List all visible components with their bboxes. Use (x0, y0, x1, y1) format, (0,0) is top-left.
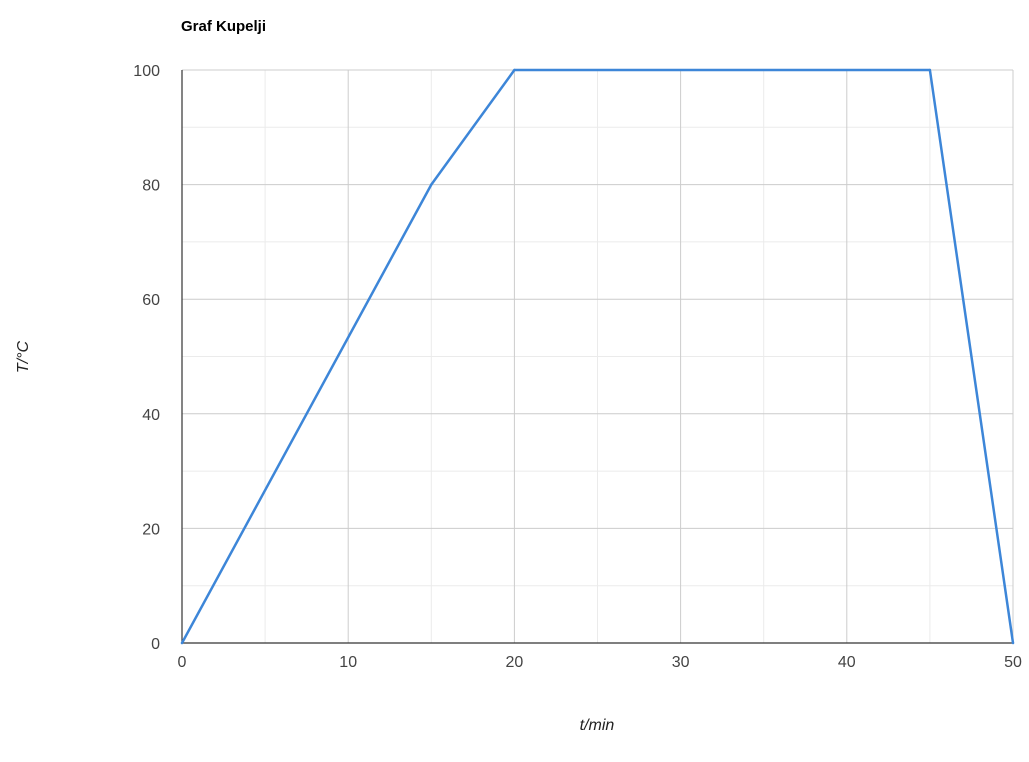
series-layer (180, 68, 1015, 645)
x-tick-label-20: 20 (506, 654, 524, 671)
y-tick-label-0: 0 (151, 636, 160, 653)
x-axis-label: t/min (580, 717, 615, 734)
chart-title: Graf Kupelji (181, 18, 266, 35)
y-axis-label: T/°C (15, 340, 32, 373)
x-tick-label-10: 10 (339, 654, 357, 671)
x-tick-label-0: 0 (178, 654, 187, 671)
y-tick-label-40: 40 (142, 407, 160, 424)
y-tick-label-80: 80 (142, 178, 160, 195)
y-axis-tick-labels: 0 20 40 60 80 100 (133, 63, 160, 653)
minor-gridlines (182, 70, 1013, 643)
data-point-0-4 (1011, 641, 1015, 645)
data-point-0-2 (513, 68, 516, 72)
x-tick-label-40: 40 (838, 654, 856, 671)
y-tick-label-60: 60 (142, 292, 160, 309)
axes (181, 70, 1013, 644)
data-point-0-1 (430, 183, 433, 186)
y-tick-label-100: 100 (133, 63, 160, 80)
data-point-0-0 (180, 641, 184, 645)
x-axis-tick-labels: 0 10 20 30 40 50 (178, 654, 1022, 671)
x-tick-label-30: 30 (672, 654, 690, 671)
major-gridlines (182, 69, 1014, 643)
data-point-0-3 (928, 68, 932, 72)
y-tick-label-20: 20 (142, 521, 160, 538)
x-tick-label-50: 50 (1004, 654, 1022, 671)
